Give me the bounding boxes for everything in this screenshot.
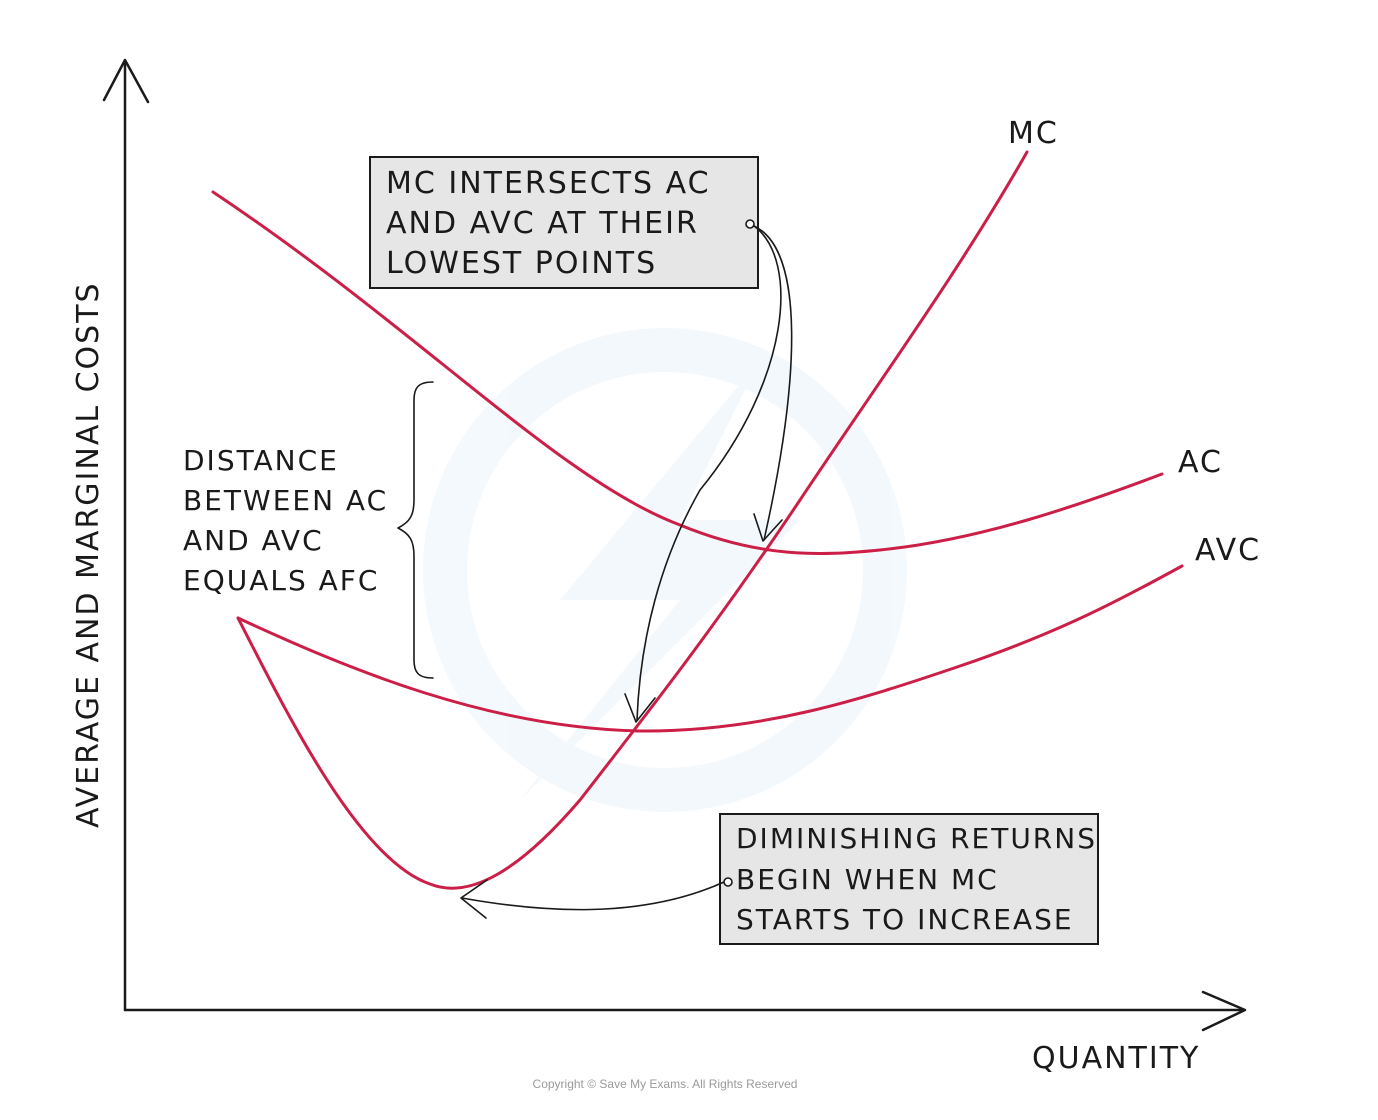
y-axis-arrowhead (102, 58, 150, 104)
arrow-to-avc-minimum-head (624, 693, 656, 723)
arrow-to-ac-minimum-head (753, 513, 783, 542)
distance-annotation-line-4: EQUALS AFC (183, 564, 379, 597)
intersect-annotation-box (369, 156, 759, 289)
y-axis-label: AVERAGE AND MARGINAL COSTS (71, 281, 106, 828)
arrow-to-avc-minimum (636, 225, 782, 721)
series-mc-label: MC (1008, 116, 1059, 151)
distance-annotation-line-3: AND AVC (183, 524, 324, 557)
series-ac-line (211, 190, 1164, 556)
diminishing-annotation-line-3: STARTS TO INCREASE (736, 903, 1074, 936)
arrow-to-mc-minimum (461, 881, 725, 911)
distance-annotation-line-1: DISTANCE (183, 444, 339, 477)
x-axis-label: QUANTITY (1032, 1041, 1200, 1076)
diminishing-annotation-box (719, 813, 1099, 945)
intersect-annotation-anchor (745, 219, 755, 229)
arrow-to-ac-minimum (753, 225, 793, 541)
x-axis-arrowhead (1201, 990, 1247, 1032)
diminishing-annotation-line-2: BEGIN WHEN MC (736, 863, 999, 896)
arrow-to-mc-minimum-head (460, 879, 488, 919)
diminishing-annotation-line-1: DIMINISHING RETURNS (736, 822, 1097, 855)
series-avc-label: AVC (1195, 533, 1261, 568)
intersect-annotation-line-3: LOWEST POINTS (386, 246, 657, 281)
intersect-annotation-line-2: AND AVC AT THEIR (386, 206, 699, 241)
series-mc-line (236, 150, 1029, 890)
intersect-annotation-line-1: MC INTERSECTS AC (386, 166, 711, 201)
diminishing-annotation-anchor (723, 877, 733, 887)
copyright-notice: Copyright © Save My Exams. All Rights Re… (533, 1077, 798, 1091)
series-ac-label: AC (1178, 445, 1223, 480)
afc-brace (397, 381, 434, 679)
distance-annotation-line-2: BETWEEN AC (183, 484, 388, 517)
series-avc-line (236, 564, 1184, 733)
